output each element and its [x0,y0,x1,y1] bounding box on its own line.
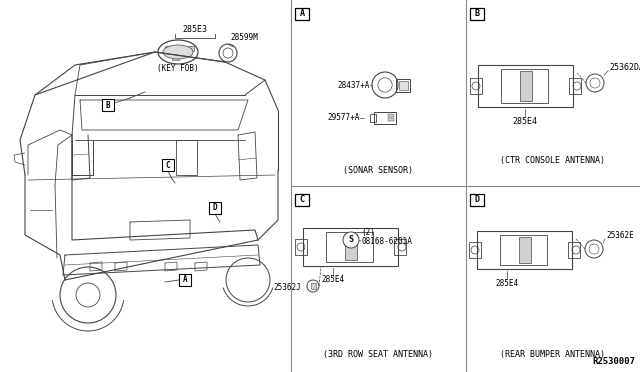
Ellipse shape [163,45,193,59]
Bar [311,283,316,289]
Text: (2): (2) [361,228,375,237]
Bar [102,99,114,111]
Text: 25362J: 25362J [273,283,301,292]
Bar [326,232,373,262]
Text: (SONAR SENSOR): (SONAR SENSOR) [343,166,413,174]
Bar [345,234,357,260]
Bar [165,46,172,51]
Bar [295,239,307,255]
Bar [520,71,532,101]
Text: 285E4: 285E4 [321,276,344,285]
Text: (REAR BUMPER ANTENNA): (REAR BUMPER ANTENNA) [500,350,605,359]
Bar [569,78,581,94]
Bar [303,228,398,266]
Text: 08168-6201A: 08168-6201A [361,237,412,247]
Bar [374,112,396,124]
Text: R2530007: R2530007 [592,357,635,366]
Bar [469,242,481,258]
Text: 28437+A: 28437+A [338,80,370,90]
Text: D: D [474,196,479,205]
Bar [176,140,197,175]
Text: C: C [166,160,170,170]
Text: 285E3: 285E3 [182,26,207,35]
Bar [470,194,484,206]
Bar [177,46,184,51]
Bar [187,46,194,51]
Bar [500,235,547,265]
Bar [172,55,179,60]
Bar [388,114,394,117]
Text: 25362E: 25362E [606,231,634,240]
Bar [388,118,394,121]
Bar [209,202,221,214]
Bar [399,81,408,90]
Text: 285E4: 285E4 [513,116,538,125]
Text: 285E4: 285E4 [495,279,518,288]
Bar [478,65,573,107]
Bar [396,79,410,92]
Text: 28599M: 28599M [230,33,258,42]
Circle shape [343,232,359,248]
Bar [568,242,580,258]
Bar [394,239,406,255]
Text: (CTR CONSOLE ANTENNA): (CTR CONSOLE ANTENNA) [500,155,605,164]
Text: B: B [106,100,110,109]
Text: A: A [182,276,188,285]
Text: (3RD ROW SEAT ANTENNA): (3RD ROW SEAT ANTENNA) [323,350,433,359]
Bar [470,78,482,94]
Bar [162,159,174,171]
Text: (KEY FOB): (KEY FOB) [157,64,199,74]
Text: S: S [349,235,353,244]
Text: 29577+A: 29577+A [328,113,360,122]
Bar [501,69,548,103]
Bar [477,231,572,269]
Bar [295,8,309,20]
Bar [370,114,376,122]
Text: 25362DA: 25362DA [609,62,640,71]
Text: B: B [474,10,479,19]
Bar [470,8,484,20]
Text: A: A [300,10,305,19]
Text: C: C [300,196,305,205]
Bar [179,274,191,286]
Bar [295,194,309,206]
Bar [519,237,531,263]
Text: D: D [212,203,218,212]
